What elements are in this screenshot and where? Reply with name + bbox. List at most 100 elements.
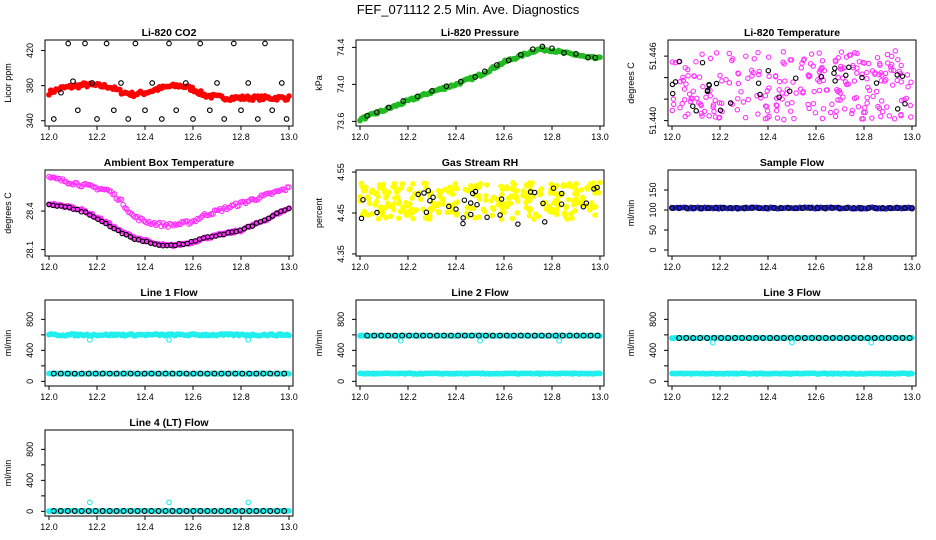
data-point bbox=[369, 211, 375, 217]
data-point bbox=[118, 80, 124, 86]
data-point bbox=[269, 107, 276, 114]
data-point bbox=[794, 335, 801, 341]
chart-line4-flow: Line 4 (LT) Flow ml/min 12.0 12.2 12.4 12.6 12… bbox=[3, 417, 298, 532]
data-point bbox=[890, 67, 897, 74]
data-point bbox=[123, 232, 130, 238]
y-axis-label: ml/min bbox=[626, 330, 636, 357]
series-closed bbox=[50, 40, 290, 122]
data-point bbox=[508, 193, 514, 199]
x-tick-label: 12.8 bbox=[543, 392, 561, 402]
data-point bbox=[430, 204, 436, 211]
data-point bbox=[430, 194, 436, 201]
data-point bbox=[497, 212, 503, 218]
data-point bbox=[859, 71, 865, 77]
data-point bbox=[399, 332, 406, 339]
data-point bbox=[789, 339, 795, 346]
data-point bbox=[396, 200, 402, 207]
data-point bbox=[691, 73, 697, 79]
data-point bbox=[134, 370, 141, 377]
data-point bbox=[682, 64, 689, 71]
data-point bbox=[822, 335, 829, 341]
data-point bbox=[225, 508, 232, 514]
data-point bbox=[886, 113, 893, 119]
data-point bbox=[359, 183, 365, 190]
data-point bbox=[107, 223, 113, 230]
data-point bbox=[449, 209, 455, 215]
x-tick-label: 12.8 bbox=[232, 132, 250, 142]
data-point bbox=[71, 370, 78, 377]
x-tick-label: 12.4 bbox=[136, 522, 154, 532]
data-point bbox=[573, 51, 579, 57]
data-point bbox=[732, 335, 739, 341]
series-closed bbox=[669, 205, 915, 211]
data-point bbox=[904, 72, 911, 78]
data-point bbox=[454, 199, 461, 205]
data-point bbox=[406, 332, 413, 339]
plot-frame bbox=[355, 299, 605, 387]
data-point bbox=[50, 116, 57, 122]
data-point bbox=[823, 87, 830, 93]
data-point bbox=[494, 196, 500, 203]
data-point bbox=[520, 192, 526, 199]
data-point bbox=[65, 40, 72, 47]
data-point bbox=[685, 111, 691, 117]
x-tick-label: 12.0 bbox=[40, 392, 58, 402]
data-point bbox=[765, 67, 772, 74]
data-point bbox=[113, 370, 120, 377]
data-point bbox=[230, 40, 237, 47]
data-point bbox=[694, 95, 700, 102]
data-point bbox=[169, 508, 176, 514]
data-point bbox=[239, 508, 246, 514]
data-point bbox=[888, 67, 894, 73]
data-point bbox=[799, 205, 806, 211]
data-point bbox=[526, 212, 533, 219]
data-point bbox=[380, 181, 386, 188]
data-point bbox=[472, 188, 479, 195]
data-point bbox=[371, 332, 378, 339]
data-point bbox=[808, 51, 815, 57]
data-point bbox=[78, 508, 85, 514]
data-point bbox=[892, 48, 899, 54]
data-point bbox=[176, 508, 183, 514]
x-tick-label: 12.4 bbox=[136, 392, 154, 402]
data-point bbox=[426, 216, 433, 222]
data-point bbox=[693, 108, 699, 114]
data-point bbox=[357, 332, 363, 339]
data-point bbox=[818, 74, 825, 80]
data-point bbox=[806, 73, 812, 79]
data-point bbox=[717, 107, 724, 114]
data-point bbox=[158, 116, 165, 122]
x-tick-label: 12.2 bbox=[88, 262, 106, 272]
data-point bbox=[503, 332, 510, 339]
data-point bbox=[836, 335, 843, 341]
x-tick-label: 12.0 bbox=[663, 262, 681, 272]
x-tick-label: 12.4 bbox=[447, 132, 465, 142]
series-outliers bbox=[86, 337, 252, 343]
y-tick-label: 380 bbox=[25, 78, 35, 93]
data-point bbox=[393, 186, 400, 192]
data-point bbox=[841, 106, 848, 112]
data-point bbox=[541, 219, 548, 225]
data-point bbox=[238, 107, 244, 114]
x-tick-label: 13.0 bbox=[591, 262, 609, 272]
x-tick-label: 13.0 bbox=[903, 132, 921, 142]
data-point bbox=[793, 90, 799, 96]
data-point bbox=[523, 199, 529, 206]
data-point bbox=[597, 54, 603, 61]
data-point bbox=[387, 213, 394, 220]
data-point bbox=[558, 201, 565, 207]
data-point bbox=[716, 115, 722, 121]
data-point bbox=[427, 332, 433, 339]
data-point bbox=[815, 77, 821, 83]
data-point bbox=[524, 193, 530, 199]
series-open bbox=[46, 80, 292, 103]
data-point bbox=[778, 205, 785, 211]
data-point bbox=[805, 72, 812, 78]
data-point bbox=[420, 206, 427, 212]
data-point bbox=[669, 90, 676, 97]
data-point bbox=[232, 508, 239, 514]
data-point bbox=[278, 80, 285, 86]
data-point bbox=[793, 75, 799, 81]
data-point bbox=[776, 78, 783, 85]
